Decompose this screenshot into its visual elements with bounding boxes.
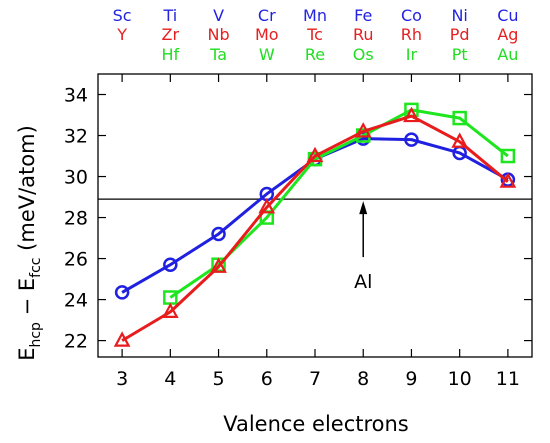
element-label-ru: Ru [353, 25, 374, 44]
element-label-sc: Sc [113, 6, 132, 25]
data-point-triangle [113, 331, 131, 347]
element-label-cu: Cu [497, 6, 518, 25]
element-label-pd: Pd [450, 25, 470, 44]
element-label-nb: Nb [207, 25, 229, 44]
element-header: Sc Ti V Cr Mn Fe Co Ni Cu Y Zr Nb Mo Tc Ru Rh Pd Ag Hf Ta W R… [113, 6, 519, 64]
element-label-hf: Hf [161, 45, 179, 64]
element-label-mn: Mn [303, 6, 327, 25]
series-line-triangle [121, 114, 509, 342]
element-label-v: V [213, 6, 224, 25]
element-label-fe: Fe [354, 6, 372, 25]
element-label-ta: Ta [209, 45, 227, 64]
data-point-triangle [210, 257, 227, 273]
data-point-square [452, 110, 467, 126]
y-axis-label-sub-fcc: fcc [28, 258, 44, 278]
element-label-ir: Ir [406, 45, 418, 64]
y-axis-label-sub-hcp: hcp [28, 322, 44, 348]
x-tick-label: 6 [261, 368, 273, 390]
data-point-triangle [258, 197, 276, 214]
data-point-triangle [499, 172, 517, 188]
data-point-circle [211, 226, 226, 242]
y-tick-label: 34 [64, 85, 88, 107]
y-tick-label: 30 [64, 167, 88, 189]
data-point-triangle [161, 302, 179, 318]
element-label-ti: Ti [162, 6, 177, 25]
x-axis-label: Valence electrons [223, 412, 409, 436]
data-point-triangle [354, 122, 372, 138]
x-tick-label: 10 [448, 368, 472, 390]
y-tick-label: 24 [64, 290, 88, 312]
data-point-triangle [451, 132, 469, 148]
y-axis-label-unit: (meV/atom) [15, 125, 39, 257]
data-point-triangle [403, 106, 420, 123]
x-tick-label: 9 [405, 368, 417, 390]
element-label-mo: Mo [255, 25, 279, 44]
y-axis-label-main: E [15, 348, 39, 361]
element-label-y: Y [116, 25, 127, 44]
data-point-circle [404, 132, 419, 147]
element-label-au: Au [497, 45, 518, 64]
data-point-square [500, 148, 516, 164]
element-label-pt: Pt [452, 45, 468, 64]
element-label-re: Re [305, 45, 325, 64]
x-tick-label: 5 [213, 368, 225, 390]
annotation-arrow-head [359, 201, 368, 215]
y-axis-label-dash: − E [15, 278, 39, 322]
element-label-tc: Tc [306, 25, 323, 44]
y-tick-label: 28 [64, 208, 88, 230]
y-tick-label: 26 [64, 249, 88, 271]
y-tick-label: 22 [64, 331, 88, 353]
y-axis-label: Ehcp − Efcc (meV/atom) [15, 125, 44, 361]
element-label-ag: Ag [497, 25, 518, 44]
element-label-co: Co [401, 6, 422, 25]
element-label-ni: Ni [451, 6, 467, 25]
data-point-circle [114, 285, 130, 300]
data-point-triangle [306, 146, 324, 163]
annotation-label: Al [354, 271, 372, 293]
x-tick-label: 3 [116, 368, 128, 390]
element-label-w: W [259, 45, 275, 64]
y-tick-label: 32 [64, 126, 88, 148]
element-label-cr: Cr [258, 6, 276, 25]
x-tick-label: 4 [164, 368, 176, 390]
data-point-circle [163, 257, 178, 272]
element-label-zr: Zr [162, 25, 180, 44]
x-tick-label: 11 [496, 368, 520, 390]
x-tick-label: 7 [309, 368, 321, 390]
x-tick-label: 8 [357, 368, 369, 390]
element-label-os: Os [353, 45, 374, 64]
element-label-rh: Rh [401, 25, 422, 44]
plot-area: Al [98, 102, 532, 347]
